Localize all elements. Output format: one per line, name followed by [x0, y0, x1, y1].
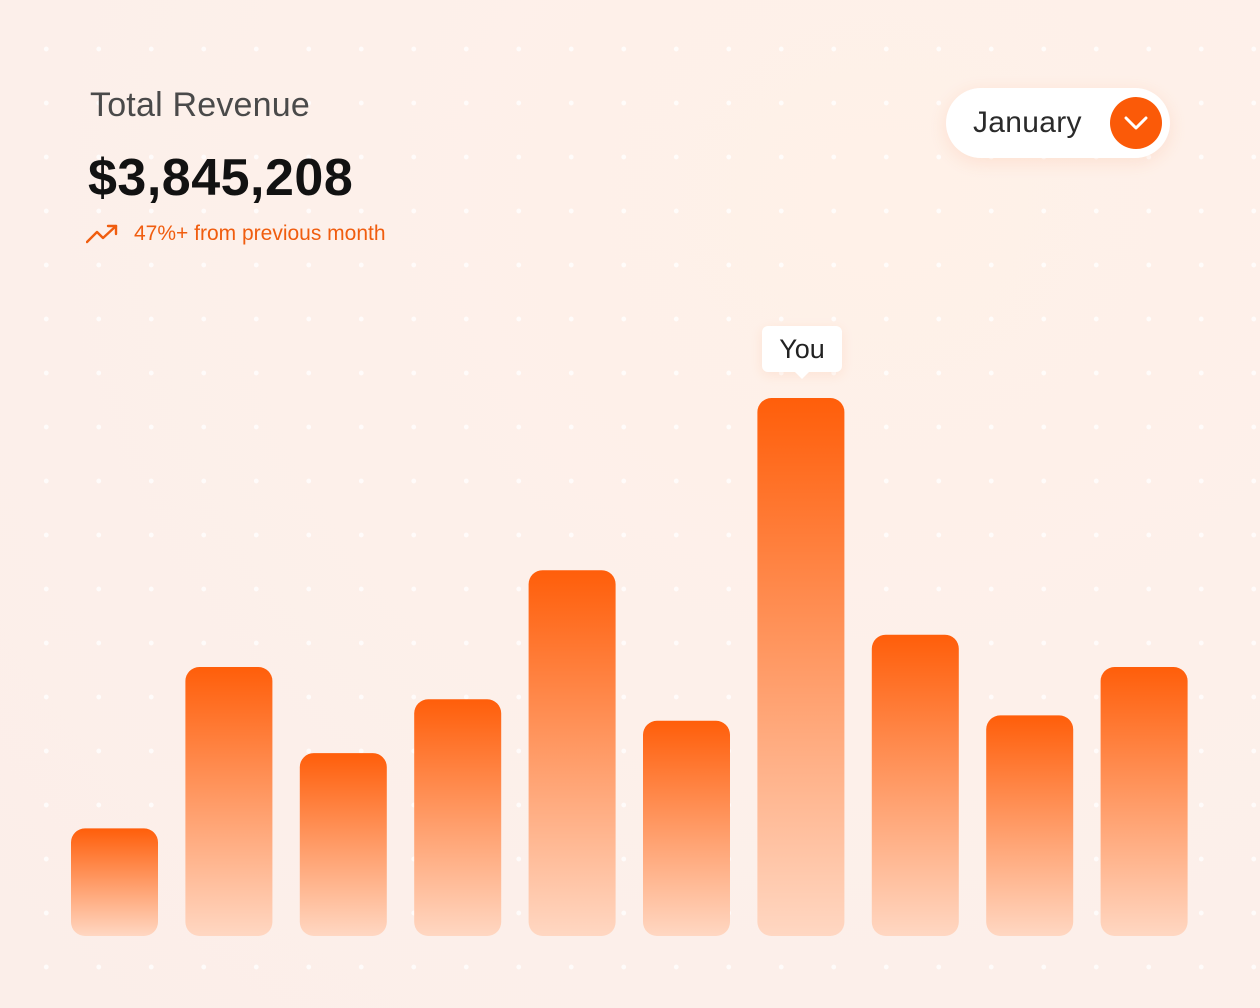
month-select-value: January — [973, 106, 1082, 139]
bar-highlighted[interactable] — [757, 398, 845, 936]
total-revenue-amount: $3,845,208 — [88, 149, 354, 207]
bar[interactable] — [1100, 667, 1188, 936]
bar[interactable] — [986, 715, 1074, 936]
highlight-tooltip: You — [762, 326, 842, 379]
bar[interactable] — [643, 720, 730, 936]
bar[interactable] — [528, 570, 616, 936]
bar[interactable] — [871, 634, 959, 936]
card-title: Total Revenue — [90, 86, 310, 124]
chevron-down-icon[interactable] — [1110, 97, 1162, 149]
bar[interactable] — [71, 828, 158, 936]
bar[interactable] — [299, 753, 387, 936]
trending-up-icon — [86, 224, 118, 244]
bar[interactable] — [185, 667, 273, 936]
bar[interactable] — [414, 699, 502, 936]
month-select[interactable]: January — [946, 88, 1170, 158]
trend-indicator: 47%+ from previous month — [86, 222, 386, 246]
trend-text: 47%+ from previous month — [134, 222, 386, 245]
